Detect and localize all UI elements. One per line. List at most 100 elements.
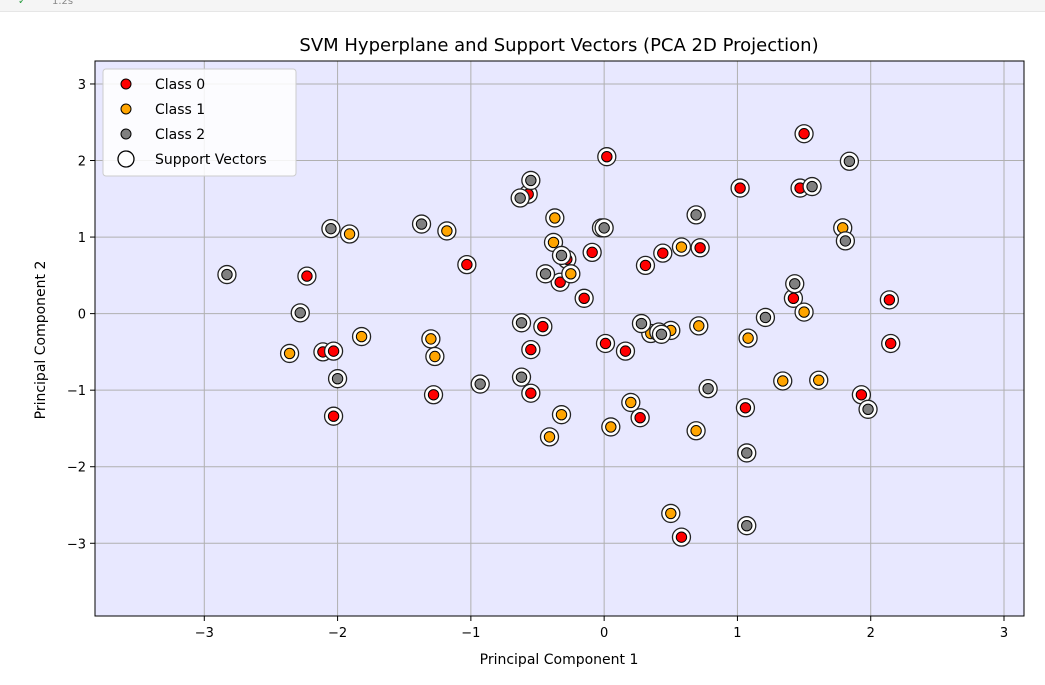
data-point xyxy=(343,228,356,240)
y-axis-label: Principal Component 2 xyxy=(33,261,49,420)
data-point xyxy=(639,259,652,272)
x-tick-label: −2 xyxy=(328,626,347,641)
data-point xyxy=(759,311,772,324)
x-tick-label: 1 xyxy=(733,626,741,641)
data-point xyxy=(415,218,428,230)
data-point xyxy=(675,241,688,253)
notebook-cell-status-bar: ✓ 1.2s xyxy=(0,0,1045,12)
data-point xyxy=(741,519,753,532)
y-tick-label: −3 xyxy=(67,537,86,552)
data-point xyxy=(327,345,340,357)
data-point xyxy=(741,447,753,459)
legend-label: Class 0 xyxy=(155,77,205,93)
x-tick-label: 2 xyxy=(867,626,875,641)
data-point xyxy=(883,294,896,306)
data-point xyxy=(294,307,306,319)
chart-title: SVM Hyperplane and Support Vectors (PCA … xyxy=(299,35,818,56)
data-point xyxy=(539,268,552,280)
legend-marker xyxy=(117,150,135,168)
plot-frame xyxy=(94,60,1025,617)
data-point xyxy=(283,347,296,360)
data-point xyxy=(586,246,598,259)
data-point xyxy=(798,306,810,318)
data-point xyxy=(777,375,789,387)
data-point xyxy=(634,412,646,424)
data-point xyxy=(655,328,668,340)
data-point xyxy=(806,180,818,193)
data-point xyxy=(787,292,800,305)
data-point xyxy=(599,337,612,350)
data-point xyxy=(839,235,852,247)
data-point xyxy=(327,410,340,422)
data-point xyxy=(221,268,233,281)
plot-area: −3 −2 −1 0 1 2 3 −3 −2 −1 0 1 2 3 xyxy=(67,60,1025,641)
y-tick-label: −2 xyxy=(67,461,86,476)
data-point xyxy=(429,350,441,363)
data-point xyxy=(885,337,897,350)
data-point xyxy=(514,192,526,204)
scatter-chart: SVM Hyperplane and Support Vectors (PCA … xyxy=(33,35,1025,668)
data-point xyxy=(355,330,368,343)
data-point xyxy=(555,408,568,421)
data-point xyxy=(461,258,473,271)
data-point xyxy=(693,320,705,332)
y-tick-label: 2 xyxy=(78,155,86,170)
data-point xyxy=(543,431,556,443)
execution-time: 1.2s xyxy=(52,0,74,7)
data-point xyxy=(739,402,752,414)
y-tick-label: 3 xyxy=(78,78,86,93)
y-tick-label: 0 xyxy=(78,308,86,323)
data-point xyxy=(675,531,688,543)
data-point xyxy=(598,222,610,234)
data-point xyxy=(525,174,537,187)
data-point xyxy=(565,268,577,280)
legend-marker xyxy=(120,103,132,115)
x-tick-label: 0 xyxy=(600,626,608,641)
legend-label: Support Vectors xyxy=(155,152,267,168)
legend-label: Class 1 xyxy=(155,102,205,118)
x-tick-label: −3 xyxy=(195,626,214,641)
data-point xyxy=(742,332,754,344)
data-point xyxy=(554,276,566,288)
data-point xyxy=(427,389,440,401)
data-point xyxy=(325,222,337,235)
data-point xyxy=(331,372,344,385)
data-point xyxy=(525,343,537,356)
x-tick-label: −1 xyxy=(461,626,480,641)
data-point xyxy=(635,317,648,330)
data-point xyxy=(425,333,437,345)
data-point xyxy=(625,396,637,409)
legend-box xyxy=(102,68,297,177)
data-point xyxy=(657,247,669,259)
data-point xyxy=(474,378,486,390)
data-point xyxy=(555,249,568,262)
data-point xyxy=(813,374,825,386)
data-point xyxy=(515,317,528,329)
data-point xyxy=(690,209,702,221)
data-point xyxy=(619,345,632,357)
legend-label: Class 2 xyxy=(155,127,205,143)
data-point xyxy=(665,507,677,520)
data-point xyxy=(547,236,560,249)
data-point xyxy=(798,128,810,140)
data-point xyxy=(702,382,714,395)
data-point xyxy=(515,371,528,383)
data-point xyxy=(578,292,590,305)
y-tick-label: −1 xyxy=(67,384,86,399)
x-tick-label: 3 xyxy=(1000,626,1008,641)
check-icon: ✓ xyxy=(18,0,27,7)
data-point xyxy=(855,389,868,401)
data-point xyxy=(789,278,801,290)
data-point xyxy=(734,182,746,194)
data-point xyxy=(862,403,874,416)
data-point xyxy=(843,155,856,167)
legend-marker xyxy=(120,78,132,90)
data-point xyxy=(525,387,537,399)
data-point xyxy=(549,212,561,224)
data-point xyxy=(690,425,702,437)
legend-marker xyxy=(120,128,132,140)
data-point xyxy=(605,421,617,433)
data-point xyxy=(537,320,549,333)
data-point xyxy=(601,150,613,163)
x-axis-label: Principal Component 1 xyxy=(480,652,639,668)
